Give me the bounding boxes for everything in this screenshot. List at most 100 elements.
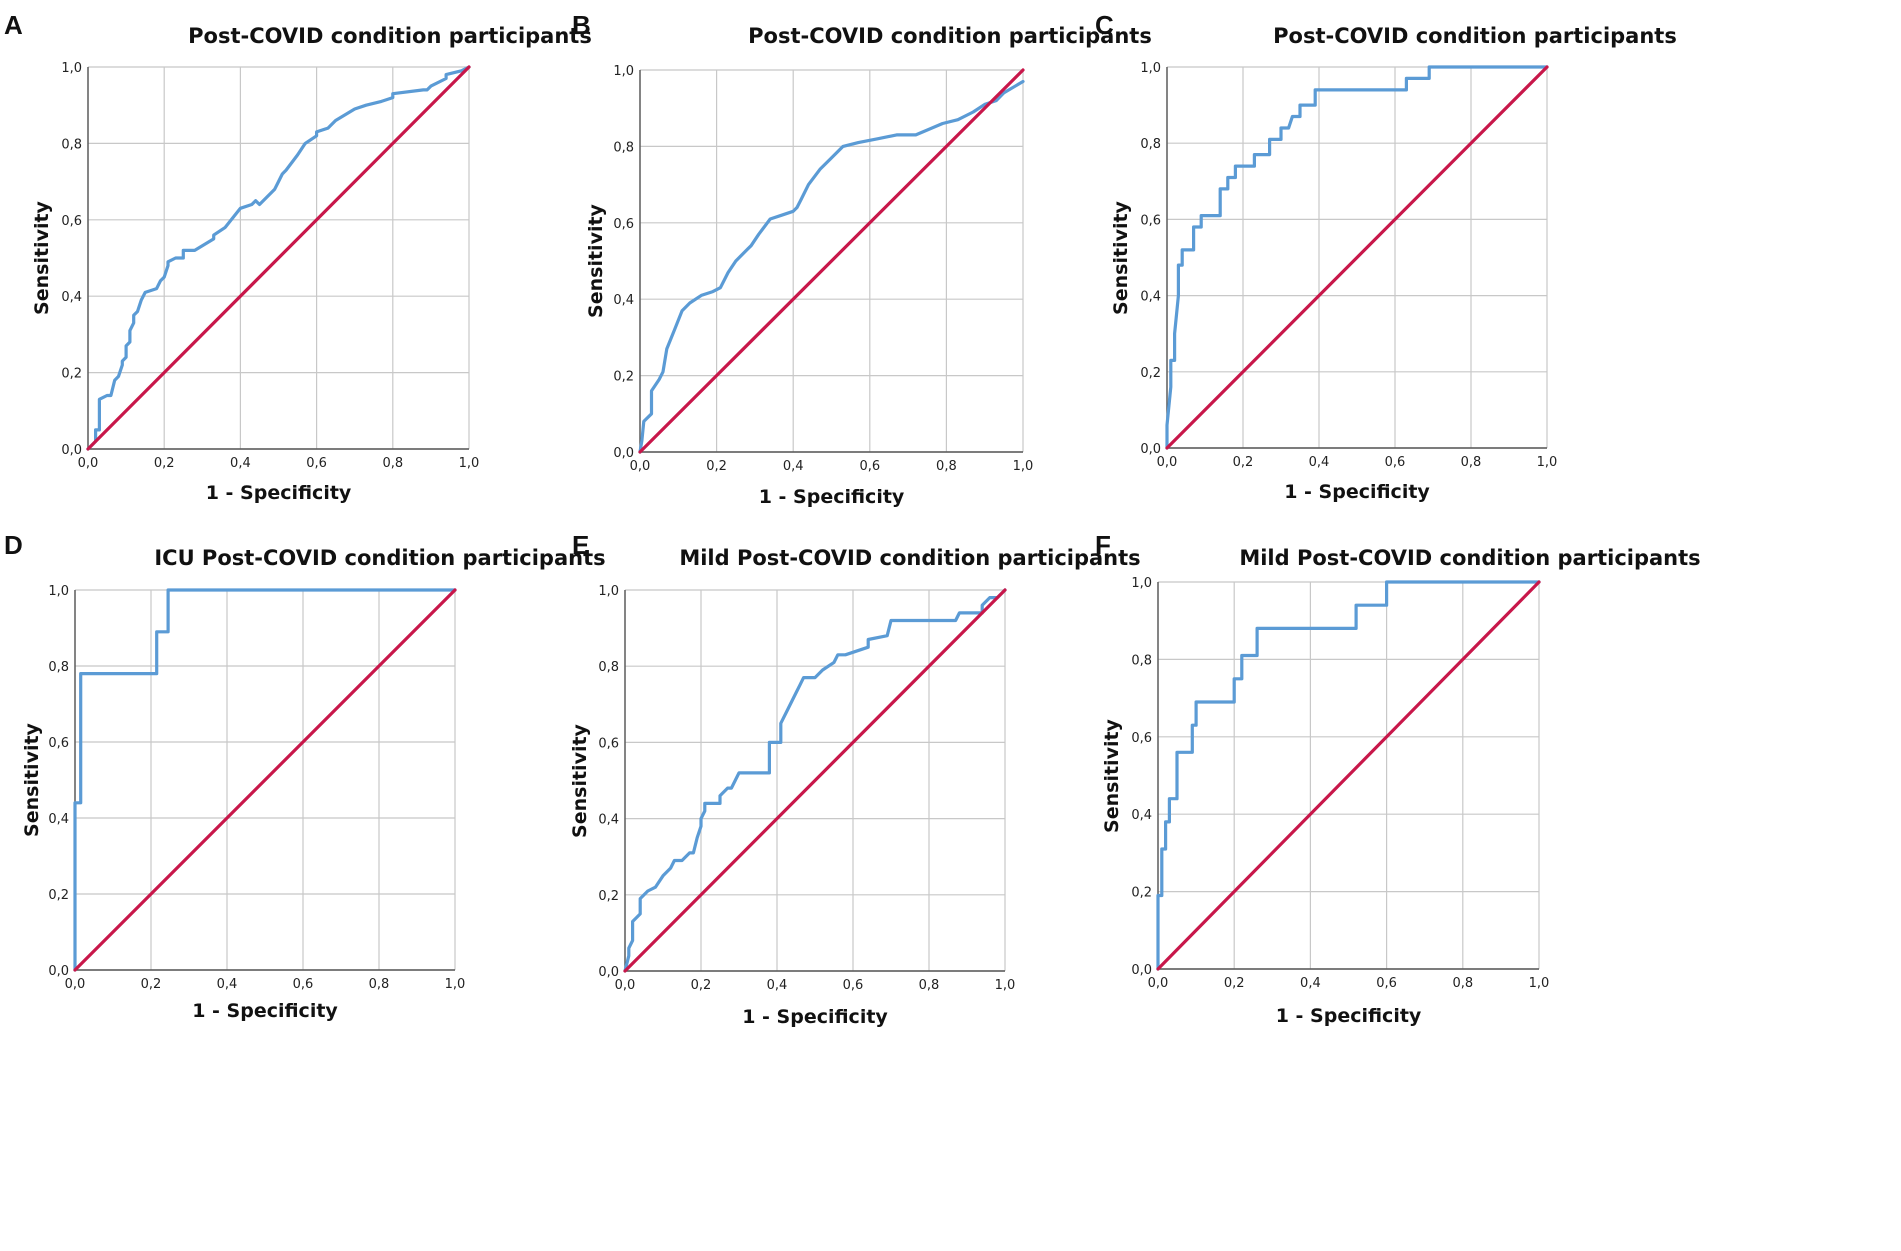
y-tick-label: 1,0 [61,61,82,76]
y-tick-label: 0,2 [1131,886,1152,901]
y-tick-label: 0,0 [61,443,82,458]
roc-panel-f: F Mild Post-COVID condition participants 0… [1095,520,1895,1140]
y-axis-label: Sensitivity [585,204,607,318]
x-tick-label: 0,2 [1233,455,1254,470]
x-tick-label: 1,0 [459,456,480,471]
y-tick-label: 0,0 [613,446,634,461]
y-tick-label: 0,0 [1140,442,1161,457]
x-axis-label: 1 - Specificity [1284,481,1430,503]
x-axis-label: 1 - Specificity [192,1000,338,1022]
x-tick-label: 0,4 [217,977,238,992]
x-tick-label: 0,0 [615,978,636,993]
x-tick-label: 0,8 [1461,455,1482,470]
roc-curve [638,79,1025,454]
chart-title: Mild Post-COVID condition participants [1239,546,1701,570]
x-tick-label: 0,2 [1224,976,1245,991]
x-tick-label: 0,6 [293,977,314,992]
x-tick-label: 0,0 [630,459,651,474]
panel-letter: C [1095,10,1114,40]
x-tick-label: 0,6 [843,978,864,993]
y-tick-label: 0,2 [598,889,619,904]
y-tick-label: 1,0 [598,584,619,599]
y-tick-label: 0,0 [1131,963,1152,978]
y-tick-label: 1,0 [613,64,634,79]
x-tick-label: 0,8 [1452,976,1473,991]
roc-plot: 0,0 0,2 0,4 0,6 0,8 1,0 0,0 0,2 0,4 0,6 0,8 1,0 [1131,576,1550,991]
reference-line [623,588,1007,973]
roc-plot: 0,0 0,2 0,4 0,6 0,8 1,0 0,0 0,2 0,4 0,6 0,8 1,0 [1140,61,1558,470]
y-tick-label: 0,4 [613,293,634,308]
y-axis-label: Sensitivity [569,723,591,838]
x-tick-label: 0,6 [1385,455,1406,470]
y-tick-label: 1,0 [1131,576,1152,591]
y-tick-label: 0,2 [48,888,69,903]
roc-curve [1165,65,1549,450]
chart-title: Post-COVID condition participants [748,24,1152,48]
y-axis-label: Sensitivity [1101,718,1123,833]
x-tick-label: 0,4 [767,978,788,993]
roc-plot: 0,0 0,2 0,4 0,6 0,8 1,0 0,0 0,2 0,4 0,6 0,8 1,0 [613,64,1034,474]
x-tick-label: 1,0 [1537,455,1558,470]
reference-line [73,588,457,972]
roc-plot: 0,0 0,2 0,4 0,6 0,8 1,0 0,0 0,2 0,4 0,6 0,8 1,0 [61,61,480,471]
x-tick-label: 1,0 [1013,459,1034,474]
panel-letter: B [572,10,591,40]
x-tick-label: 0,2 [691,978,712,993]
y-tick-label: 0,8 [1131,653,1152,668]
x-tick-label: 0,4 [1309,455,1330,470]
x-tick-label: 0,2 [141,977,162,992]
y-tick-label: 1,0 [1140,61,1161,76]
reference-line [1165,65,1549,450]
reference-line [638,68,1025,454]
x-tick-label: 0,6 [306,456,327,471]
x-tick-label: 0,8 [382,456,403,471]
y-tick-label: 0,0 [48,964,69,979]
y-tick-label: 0,0 [598,965,619,980]
x-tick-label: 1,0 [1529,976,1550,991]
roc-plot: 0,0 0,2 0,4 0,6 0,8 1,0 0,0 0,2 0,4 0,6 0,8 1,0 [48,584,466,992]
x-tick-label: 0,8 [936,459,957,474]
x-tick-label: 0,8 [369,977,390,992]
y-tick-label: 0,2 [613,370,634,385]
chart-title: Post-COVID condition participants [188,24,592,48]
y-tick-label: 0,8 [61,137,82,152]
panel-letter: E [572,530,590,560]
chart-title: Mild Post-COVID condition participants [679,546,1141,570]
y-tick-label: 0,8 [1140,137,1161,152]
y-axis-label: Sensitivity [21,723,43,837]
y-tick-label: 0,6 [61,214,82,229]
x-tick-label: 0,0 [1148,976,1169,991]
roc-plot: 0,0 0,2 0,4 0,6 0,8 1,0 0,0 0,2 0,4 0,6 0,8 1,0 [598,584,1016,993]
panel-letter: D [4,530,23,560]
x-tick-label: 1,0 [995,978,1016,993]
x-axis-label: 1 - Specificity [1275,1005,1422,1027]
y-tick-label: 0,4 [598,813,619,828]
x-tick-label: 0,6 [859,459,880,474]
reference-line [86,65,471,451]
roc-panel-b: B Post-COVID condition participants 0,0 0,2… [572,0,1250,620]
x-tick-label: 1,0 [445,977,466,992]
x-tick-label: 0,0 [65,977,86,992]
x-tick-label: 0,8 [919,978,940,993]
y-tick-label: 0,8 [598,660,619,675]
x-axis-label: 1 - Specificity [758,486,905,508]
y-tick-label: 0,4 [48,812,69,827]
y-axis-label: Sensitivity [1110,200,1132,315]
x-axis-label: 1 - Specificity [205,482,352,504]
y-tick-label: 0,6 [598,736,619,751]
y-tick-label: 0,6 [48,736,69,751]
chart-title: ICU Post-COVID condition participants [154,546,606,570]
roc-panel-e: E Mild Post-COVID condition participants 0… [569,520,1250,1140]
y-tick-label: 0,8 [48,660,69,675]
roc-curve [623,588,1007,973]
y-tick-label: 0,4 [1140,290,1161,305]
y-tick-label: 0,4 [61,290,82,305]
roc-curve [73,588,457,972]
x-axis-label: 1 - Specificity [742,1006,888,1028]
y-tick-label: 0,4 [1131,808,1152,823]
roc-curve [86,65,471,451]
panel-letter: F [1095,530,1111,560]
y-tick-label: 1,0 [48,584,69,599]
y-tick-label: 0,8 [613,140,634,155]
